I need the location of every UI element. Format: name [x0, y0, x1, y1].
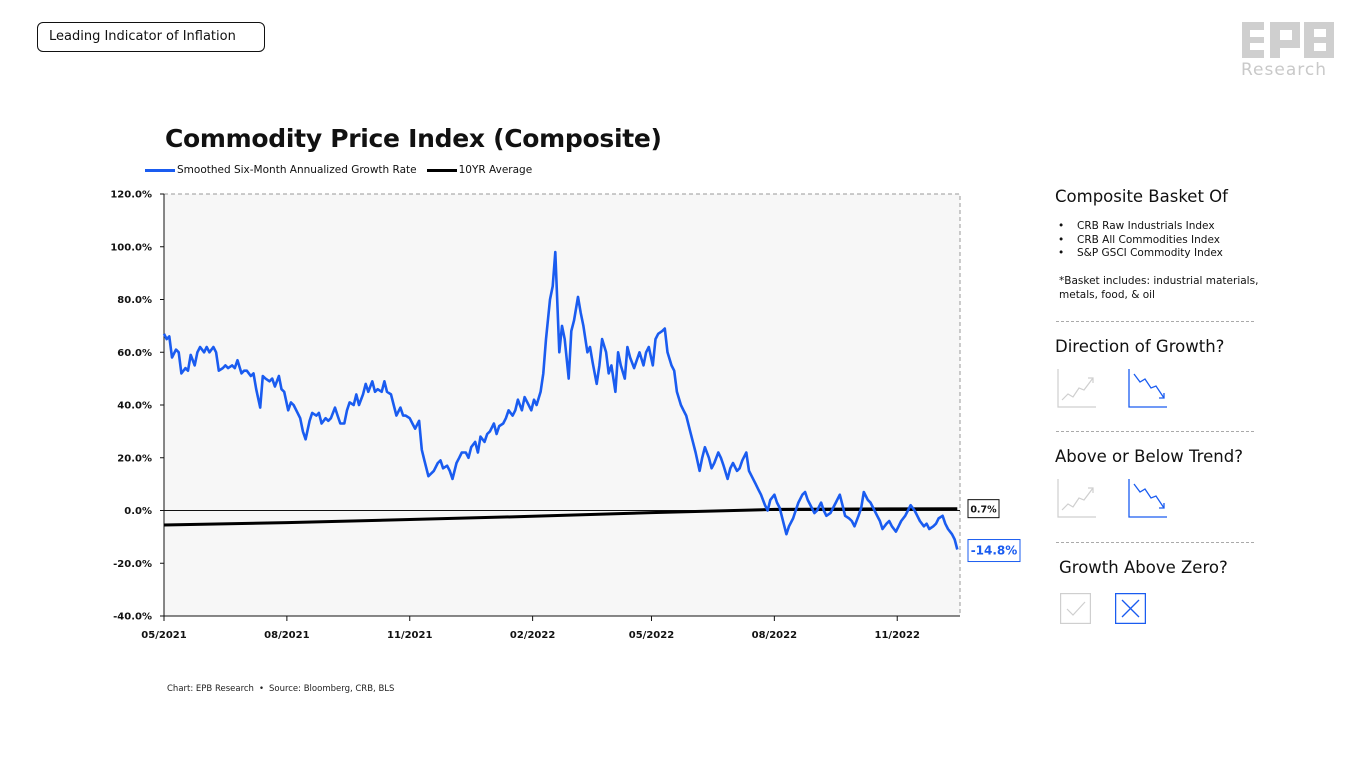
- trend-section: Above or Below Trend?: [1055, 447, 1243, 466]
- y-tick-label: -20.0%: [113, 559, 152, 570]
- zero-title: Growth Above Zero?: [1059, 558, 1228, 577]
- epb-logo-mark: [1242, 22, 1334, 58]
- growth-last-label: -14.8%: [971, 544, 1018, 558]
- x-tick-label: 08/2022: [752, 630, 797, 641]
- basket-list: • CRB Raw Industrials Index • CRB All Comm…: [1058, 220, 1223, 261]
- divider: [1056, 542, 1254, 543]
- chart-legend: Smoothed Six-Month Annualized Growth Rat…: [145, 164, 542, 176]
- x-tick-label: 05/2021: [141, 630, 186, 641]
- y-tick-label: 0.0%: [124, 506, 152, 517]
- legend-label-growth: Smoothed Six-Month Annualized Growth Rat…: [177, 164, 417, 176]
- legend-label-average: 10YR Average: [458, 164, 533, 176]
- leading-indicator-tag: Leading Indicator of Inflation: [37, 22, 265, 52]
- basket-item-label: CRB Raw Industrials Index: [1077, 220, 1215, 232]
- x-tick-label: 05/2022: [629, 630, 674, 641]
- growth-last-label-box: [967, 539, 1021, 563]
- bullet: •: [1058, 233, 1065, 246]
- chart-footer: Chart: EPB Research • Source: Bloomberg, C…: [167, 684, 394, 694]
- plot-background: [164, 194, 960, 616]
- legend-item-growth: Smoothed Six-Month Annualized Growth Rat…: [145, 164, 417, 176]
- x-tick-label: 02/2022: [510, 630, 555, 641]
- chart-title: Commodity Price Index (Composite): [165, 124, 662, 153]
- epb-research-logo: Research: [1238, 20, 1338, 82]
- y-tick-label: 100.0%: [110, 242, 152, 253]
- bullet: •: [1058, 220, 1065, 232]
- basket-title: Composite Basket Of: [1055, 187, 1228, 206]
- footer-separator: •: [258, 684, 264, 694]
- basket-note: *Basket includes: industrial materials, …: [1059, 275, 1259, 301]
- legend-swatch-average: [426, 168, 457, 172]
- y-tick-label: 20.0%: [117, 453, 152, 464]
- y-tick-label: 60.0%: [117, 348, 152, 359]
- series-line-growth-rate: [162, 250, 959, 550]
- divider: [1056, 321, 1254, 322]
- logo-text: Research: [1241, 60, 1327, 80]
- trend-down-icon: [1128, 479, 1167, 518]
- cross-icon: [1115, 593, 1146, 624]
- basket-item-label: S&P GSCI Commodity Index: [1077, 247, 1223, 259]
- x-tick-label: 11/2021: [387, 630, 432, 641]
- average-last-label-box: [967, 499, 1000, 519]
- direction-section: Direction of Growth?: [1055, 337, 1224, 356]
- basket-item: • CRB All Commodities Index: [1058, 234, 1223, 248]
- trend-up-icon: [1057, 479, 1096, 518]
- y-tick-label: 40.0%: [117, 401, 152, 412]
- trend-title: Above or Below Trend?: [1055, 447, 1243, 466]
- trend-up-icon: [1057, 369, 1096, 408]
- chart-source: Source: Bloomberg, CRB, BLS: [268, 684, 395, 694]
- chart-credit: Chart: EPB Research: [167, 684, 254, 694]
- basket-item: • S&P GSCI Commodity Index: [1058, 247, 1223, 261]
- basket-item: • CRB Raw Industrials Index: [1058, 220, 1223, 234]
- checkmark-icon: [1060, 593, 1091, 624]
- basket-item-label: CRB All Commodities Index: [1077, 233, 1220, 246]
- average-last-label: 0.7%: [970, 505, 997, 516]
- legend-item-average: 10YR Average: [426, 164, 533, 176]
- y-tick-label: -40.0%: [113, 612, 152, 623]
- divider: [1056, 431, 1254, 432]
- series-line-10yr-average: [163, 507, 958, 527]
- legend-swatch-growth: [145, 168, 175, 172]
- y-tick-label: 120.0%: [110, 190, 152, 201]
- x-tick-label: 11/2022: [875, 630, 920, 641]
- y-tick-label: 80.0%: [117, 295, 152, 306]
- trend-down-icon: [1128, 369, 1167, 408]
- basket-section: Composite Basket Of: [1055, 187, 1228, 206]
- direction-title: Direction of Growth?: [1055, 337, 1225, 356]
- bullet: •: [1058, 247, 1065, 259]
- x-tick-label: 08/2021: [264, 630, 309, 641]
- zero-section: Growth Above Zero?: [1059, 558, 1228, 577]
